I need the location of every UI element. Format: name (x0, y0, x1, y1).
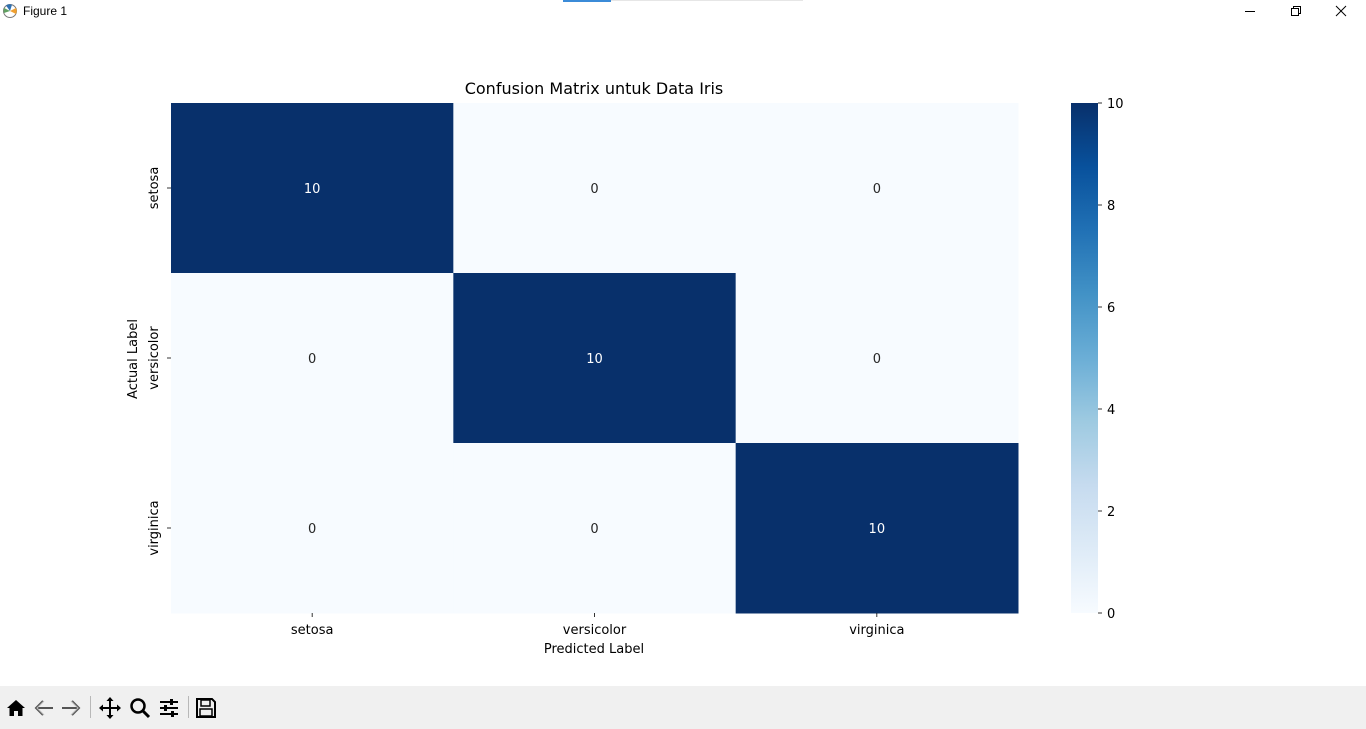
colorbar-tick-label: 2 (1107, 505, 1115, 520)
heatmap-cell (453, 273, 737, 444)
colorbar (1071, 103, 1098, 613)
zoom-button[interactable] (127, 695, 153, 721)
cell-annotation: 0 (308, 352, 316, 367)
cell-annotation: 0 (873, 182, 881, 197)
window-focus-strip (563, 0, 803, 1)
toolbar-separator (90, 696, 91, 718)
title-bar: Figure 1 (0, 0, 1366, 24)
forward-icon (62, 700, 81, 716)
close-icon (1335, 5, 1347, 17)
cell-annotation: 10 (586, 352, 603, 367)
colorbar-tick-label: 8 (1107, 199, 1115, 214)
zoom-icon (130, 698, 151, 719)
y-tick-label: virginica (147, 500, 162, 555)
figure-canvas[interactable]: Confusion Matrix untuk Data Iris 10 0 0 0 10… (0, 24, 1366, 686)
cell-annotation: 0 (873, 352, 881, 367)
cell-annotation: 10 (304, 182, 321, 197)
restore-button[interactable] (1273, 0, 1319, 22)
heatmap-cell (171, 443, 454, 614)
colorbar-tick-label: 0 (1107, 607, 1115, 622)
configure-subplots-icon (160, 699, 178, 717)
heatmap-cell (735, 273, 1019, 444)
save-icon (196, 698, 216, 718)
heatmap-cell (171, 273, 454, 444)
y-axis-label: Actual Label (126, 319, 141, 399)
heatmap-cell (171, 103, 454, 274)
colorbar-tick-label: 6 (1107, 301, 1115, 316)
back-icon (34, 700, 53, 716)
heatmap-cell (453, 443, 737, 614)
x-tick-label: versicolor (563, 623, 627, 638)
y-tick-label: versicolor (147, 326, 162, 390)
save-button[interactable] (193, 695, 219, 721)
close-button[interactable] (1318, 0, 1364, 22)
heatmap-cell (453, 103, 737, 274)
configure-subplots-button[interactable] (156, 695, 182, 721)
x-axis-label: Predicted Label (544, 642, 644, 657)
minimize-icon (1245, 11, 1255, 12)
chart-title: Confusion Matrix untuk Data Iris (465, 79, 724, 98)
navigation-toolbar (0, 686, 1366, 729)
pan-button[interactable] (97, 695, 123, 721)
cell-annotation: 10 (869, 522, 886, 537)
home-button[interactable] (3, 695, 29, 721)
colorbar-tick-label: 4 (1107, 403, 1115, 418)
home-icon (7, 700, 25, 716)
window-focus-accent (563, 0, 611, 2)
x-tick-label: virginica (849, 623, 904, 638)
x-tick-label: setosa (291, 623, 334, 638)
toolbar-separator (188, 696, 189, 718)
heatmap-cell (735, 443, 1019, 614)
cell-annotation: 0 (590, 182, 598, 197)
cell-annotation: 0 (308, 522, 316, 537)
pan-icon (99, 697, 121, 719)
cell-annotation: 0 (590, 522, 598, 537)
matplotlib-logo-icon (3, 4, 17, 18)
window-title: Figure 1 (23, 4, 68, 18)
colorbar-tick-label: 10 (1107, 97, 1124, 112)
restore-icon (1291, 6, 1301, 16)
back-button[interactable] (31, 695, 57, 721)
heatmap-cell (735, 103, 1019, 274)
forward-button[interactable] (58, 695, 84, 721)
confusion-matrix-heatmap: Confusion Matrix untuk Data Iris 10 0 0 0 10… (126, 79, 1124, 657)
minimize-button[interactable] (1227, 0, 1273, 22)
y-tick-label: setosa (147, 167, 162, 210)
